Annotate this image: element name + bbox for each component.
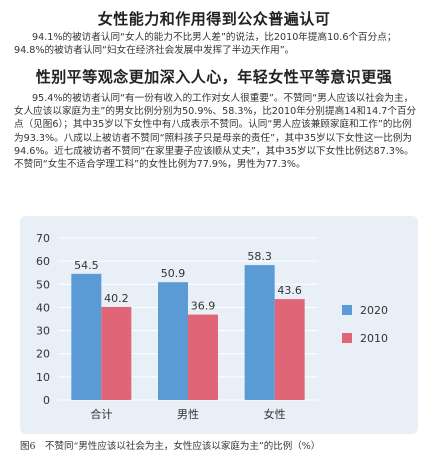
y-tick-label: 10 [36, 371, 50, 384]
section2-title: 性别平等观念更加深入人心，年轻女性平等意识更强 [35, 68, 393, 86]
y-tick-label: 50 [36, 278, 50, 291]
data-label: 50.9 [161, 267, 186, 280]
data-label: 58.3 [247, 250, 272, 263]
legend-swatch-2010 [342, 333, 352, 343]
x-tick-label: 女性 [264, 407, 286, 421]
data-label: 54.5 [74, 259, 99, 272]
y-tick-label: 70 [36, 232, 50, 245]
x-tick-label: 男性 [177, 407, 199, 421]
bar-2010-1 [188, 314, 218, 400]
bar-2020-2 [244, 265, 275, 400]
section2-paragraph: 95.4%的被访者认同“有一份有收入的工作对女人很重要”。不赞同“男人应该以社会… [14, 93, 417, 171]
y-tick-label: 60 [36, 255, 50, 268]
legend-label-2020: 2020 [360, 304, 388, 317]
bar-chart: 0 10 20 30 40 50 60 70 54.5 40.2 合计 50.9 36.9 男性 58.3 4… [36, 232, 388, 421]
legend-swatch-2020 [342, 305, 352, 315]
figure-caption: 图6 不赞同“男性应该以社会为主，女性应该以家庭为主”的比例（%） [20, 441, 321, 452]
bar-2010-2 [274, 299, 305, 400]
section1-paragraph: 94.1%的被访者认同“女人的能力不比男人差”的说法，比2010年提高10.6个… [14, 32, 397, 57]
data-label: 43.6 [277, 284, 302, 297]
y-tick-label: 40 [36, 301, 50, 314]
y-tick-label: 20 [36, 348, 50, 361]
bar-2020-1 [158, 282, 188, 400]
bar-2020-0 [71, 273, 102, 400]
legend-label-2010: 2010 [360, 332, 388, 345]
section1-title: 女性能力和作用得到公众普遍认可 [97, 10, 331, 28]
chart-panel: 0 10 20 30 40 50 60 70 54.5 40.2 合计 50.9 36.9 男性 58.3 4… [20, 216, 418, 434]
y-tick-label: 30 [36, 325, 50, 338]
data-label: 36.9 [191, 300, 216, 313]
bar-2010-0 [101, 306, 132, 400]
data-label: 40.2 [104, 292, 129, 305]
x-tick-label: 合计 [90, 407, 112, 421]
y-tick-label: 0 [43, 394, 50, 407]
